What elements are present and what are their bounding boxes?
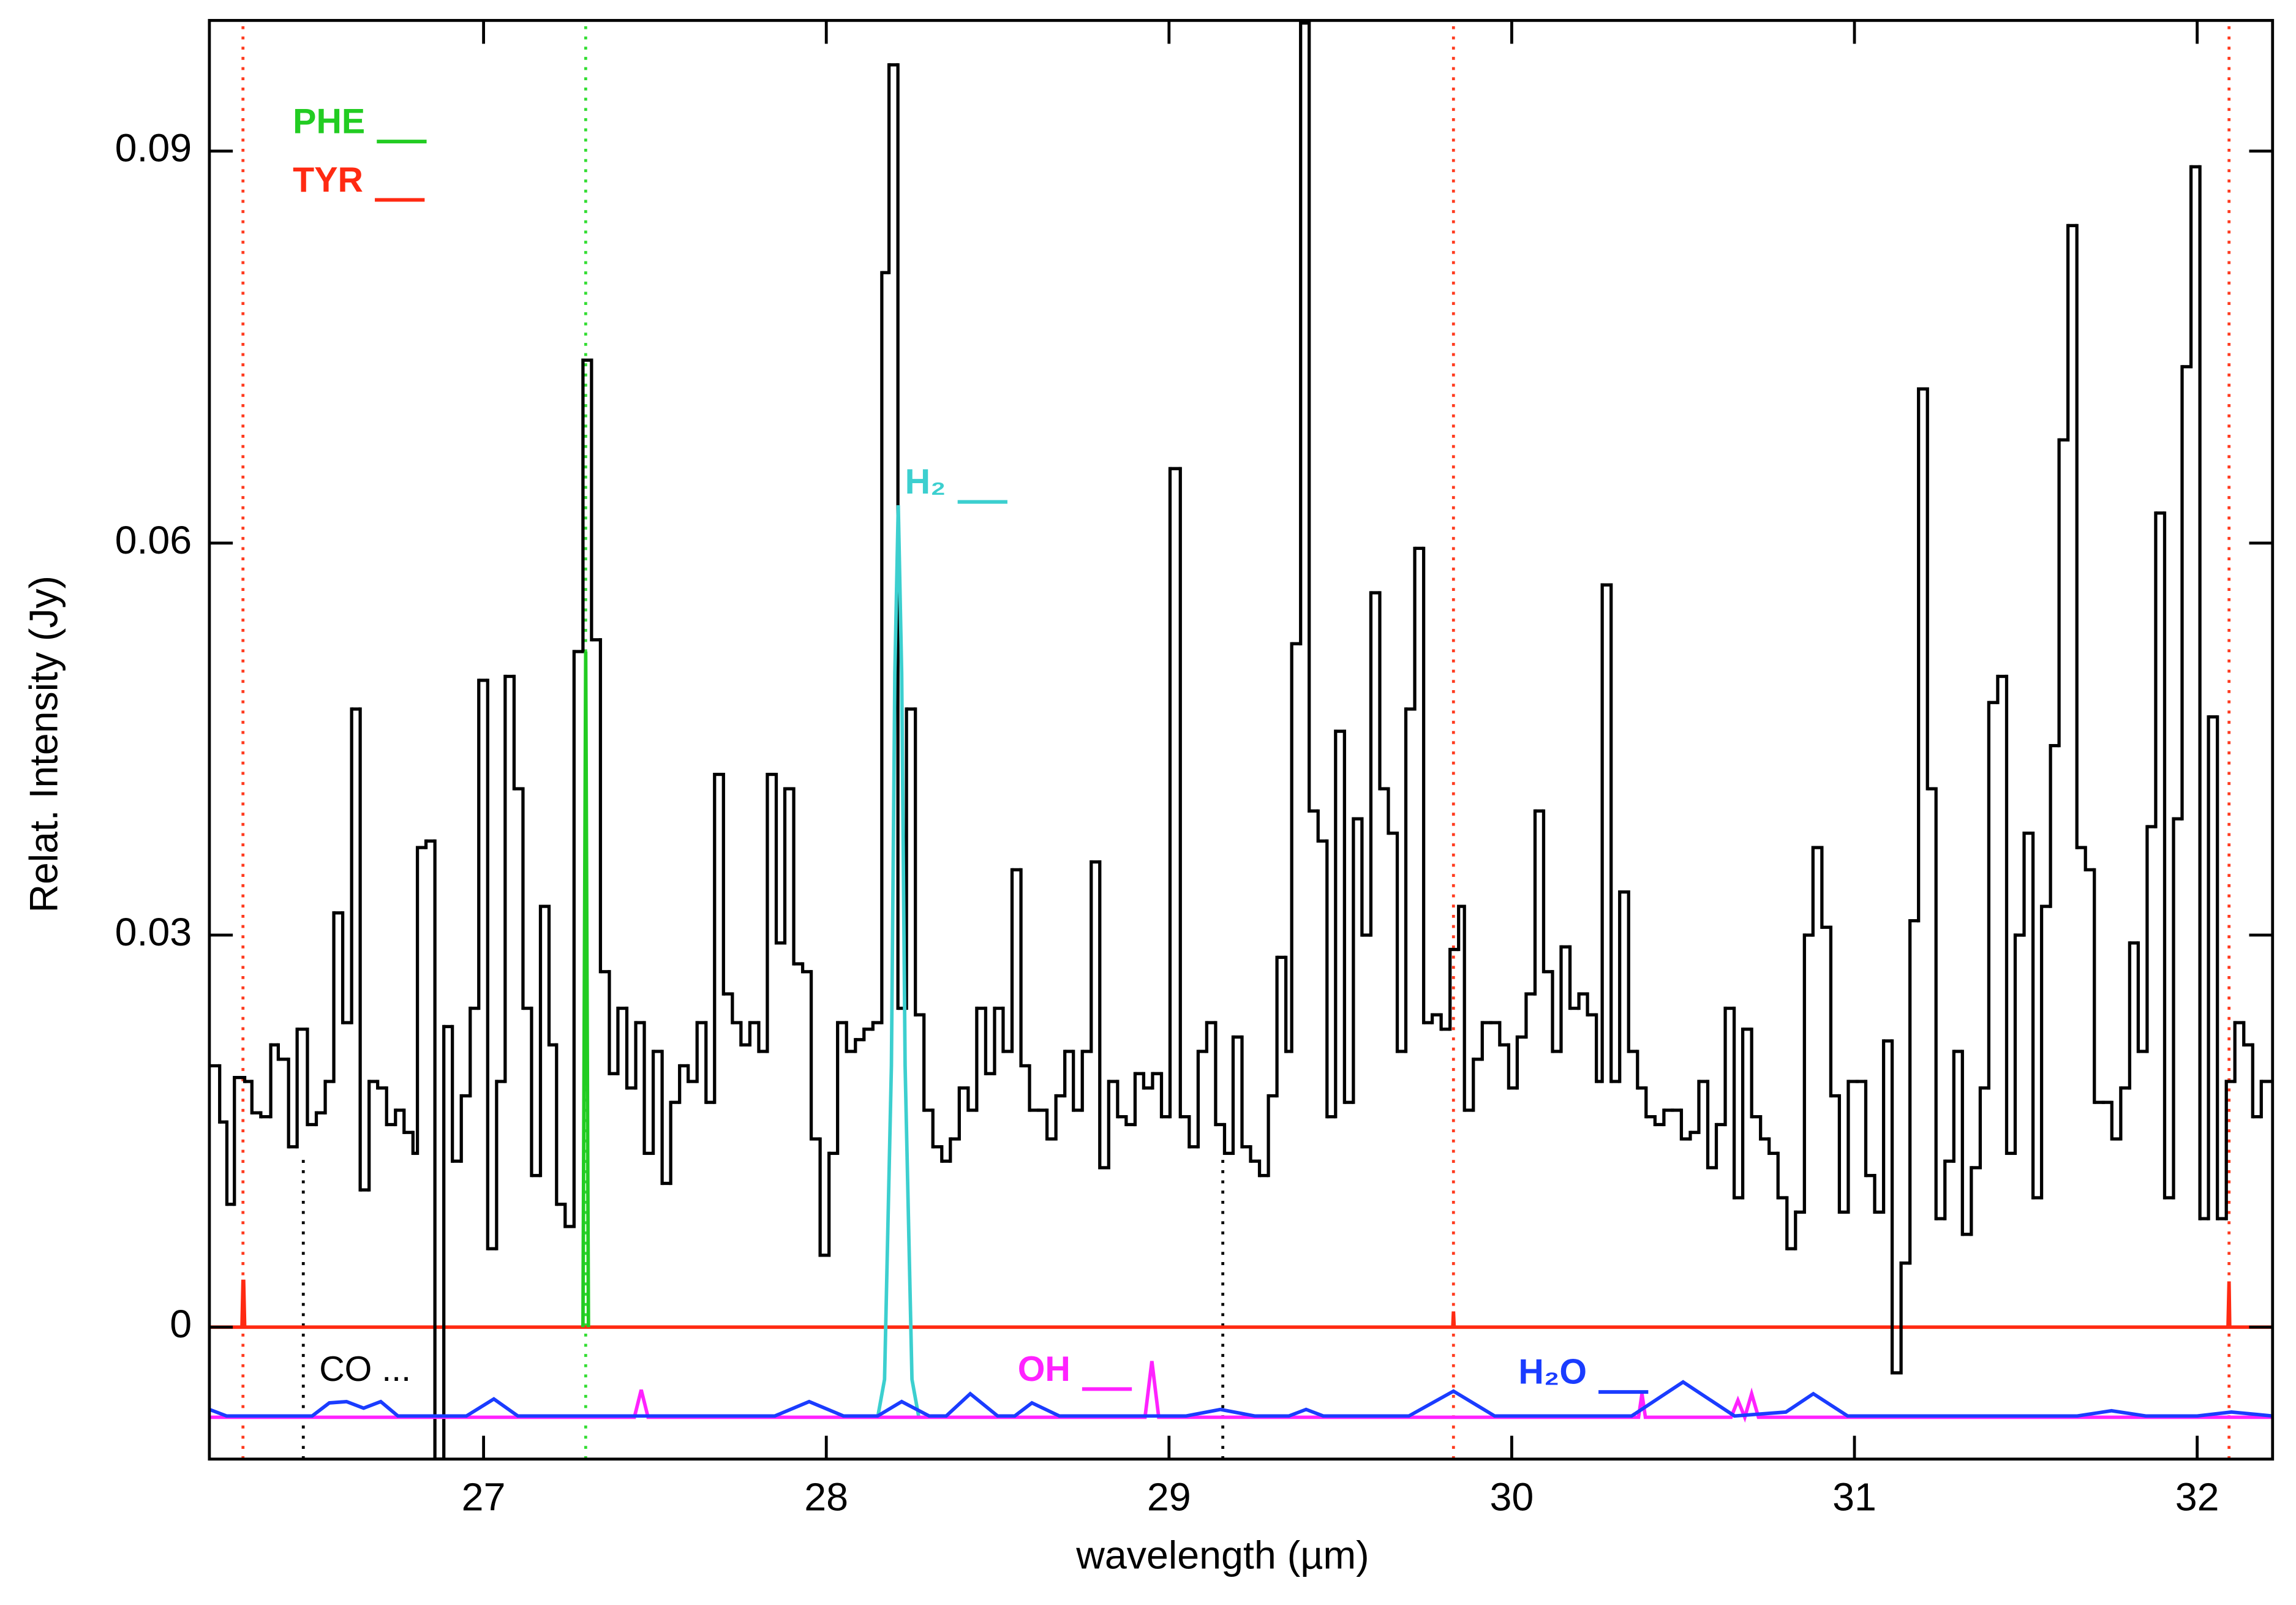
x-tick-label: 31 (1832, 1475, 1876, 1519)
y-tick-label: 0.09 (115, 126, 192, 170)
legend-label: PHE (293, 102, 365, 141)
y-tick-label: 0 (170, 1302, 192, 1346)
legend-label: TYR (293, 160, 363, 200)
x-axis-label: wavelength (µm) (1075, 1533, 1369, 1577)
y-tick-label: 0.03 (115, 910, 192, 954)
model-line (581, 651, 590, 1328)
legend-label: OH (1018, 1350, 1071, 1389)
model-line (876, 505, 921, 1418)
model-line (209, 1361, 2273, 1423)
legend-label: H₂O (1518, 1353, 1587, 1392)
axes-frame (208, 18, 2275, 1461)
x-tick-label: 27 (462, 1475, 506, 1519)
y-axis-label: Relat. Intensity (Jy) (21, 576, 66, 913)
x-tick-label: 28 (804, 1475, 848, 1519)
x-tick-label: 30 (1490, 1475, 1534, 1519)
legend-label: H₂ (905, 462, 946, 502)
plot-area (209, 20, 2273, 1459)
y-tick-label: 0.06 (115, 518, 192, 562)
x-tick-label: 29 (1147, 1475, 1191, 1519)
marker-label: CO ... (319, 1350, 411, 1389)
model-line (209, 1380, 2273, 1418)
model-line (209, 1279, 2273, 1329)
x-tick-label: 32 (2175, 1475, 2219, 1519)
